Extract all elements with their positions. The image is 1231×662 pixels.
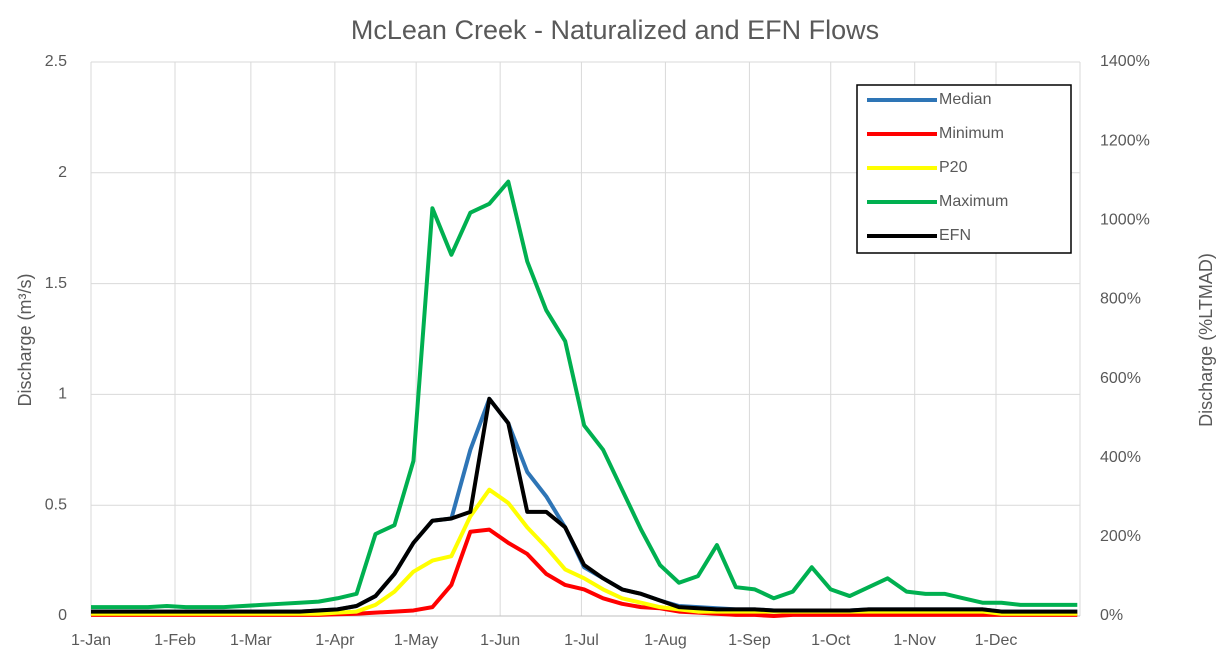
x-tick-label: 1-Jun <box>480 632 520 649</box>
x-tick-label: 1-May <box>394 632 438 649</box>
y2-tick-label: 1400% <box>1100 53 1150 70</box>
legend-text: Minimum <box>939 125 1004 142</box>
x-tick-label: 1-Oct <box>811 632 851 649</box>
x-tick-label: 1-Nov <box>893 632 936 649</box>
y2-tick-label: 400% <box>1100 449 1141 466</box>
series-line <box>91 487 1078 616</box>
y2-tick-label: 0% <box>1100 607 1123 624</box>
y2-tick-label: 800% <box>1100 291 1141 308</box>
y-tick-label: 0 <box>58 607 67 624</box>
chart-title: McLean Creek - Naturalized and EFN Flows <box>351 15 879 45</box>
y-tick-label: 2.5 <box>45 53 67 70</box>
y-tick-label: 1.5 <box>45 275 67 292</box>
x-tick-label: 1-Feb <box>154 632 196 649</box>
x-tick-label: 1-Sep <box>728 632 771 649</box>
x-tick-label: 1-Dec <box>975 632 1018 649</box>
legend-text: P20 <box>939 159 968 176</box>
x-tick-label: 1-Jan <box>71 632 111 649</box>
y2-tick-label: 1000% <box>1100 212 1150 229</box>
series-line <box>91 527 1078 618</box>
series-line <box>91 396 1078 614</box>
y2-tick-label: 1200% <box>1100 132 1150 149</box>
y-tick-label: 1 <box>58 386 67 403</box>
legend-text: Maximum <box>939 193 1008 210</box>
y-tick-label: 2 <box>58 164 67 181</box>
legend-text: EFN <box>939 227 971 244</box>
x-tick-label: 1-Apr <box>315 632 355 649</box>
x-tick-label: 1-Jul <box>564 632 599 649</box>
legend-text: Median <box>939 91 991 108</box>
y-axis-label: Discharge (m³/s) <box>15 273 35 406</box>
x-tick-label: 1-Aug <box>644 632 687 649</box>
y2-axis-label: Discharge (%LTMAD) <box>1196 253 1216 427</box>
y2-tick-label: 200% <box>1100 528 1141 545</box>
x-tick-label: 1-Mar <box>230 632 272 649</box>
y-tick-label: 0.5 <box>45 496 67 513</box>
y2-tick-label: 600% <box>1100 370 1141 387</box>
series-line <box>91 179 1078 610</box>
